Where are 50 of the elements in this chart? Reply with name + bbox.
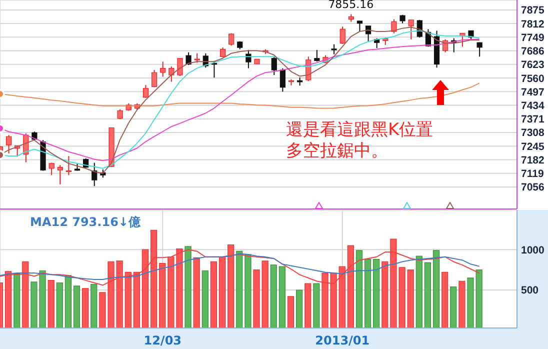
candlestick bbox=[177, 58, 183, 77]
line-series bbox=[0, 82, 480, 109]
y-tick-label: 7245 bbox=[521, 140, 545, 153]
y-tick-label: 7308 bbox=[521, 127, 545, 140]
candlestick bbox=[66, 156, 72, 176]
candlestick bbox=[246, 49, 252, 69]
y-tick-label: 7560 bbox=[521, 72, 545, 85]
candlestick bbox=[280, 68, 286, 92]
candlestick bbox=[228, 32, 234, 46]
candlestick bbox=[57, 164, 63, 185]
line-series bbox=[0, 253, 480, 280]
annotation: 多空拉鋸中。 bbox=[286, 141, 389, 162]
y-tick-label: 7371 bbox=[521, 114, 545, 126]
candlestick bbox=[314, 49, 320, 62]
annotation: 7855.16 bbox=[328, 0, 374, 12]
candlestick bbox=[92, 162, 98, 187]
y-tick-label: 500 bbox=[521, 284, 539, 297]
candlestick bbox=[194, 52, 200, 64]
y-tick-label: 7749 bbox=[521, 32, 545, 44]
candlestick bbox=[151, 70, 158, 88]
y-tick-label: 7434 bbox=[521, 100, 545, 112]
y-tick-label: 7875 bbox=[521, 4, 545, 17]
candlestick bbox=[186, 52, 192, 66]
candlestick bbox=[356, 20, 363, 32]
line-series bbox=[0, 249, 480, 286]
candlestick bbox=[168, 66, 174, 82]
y-tick-label: 7182 bbox=[521, 154, 545, 166]
candlestick bbox=[476, 42, 482, 58]
x-tick-label: 12/03 bbox=[144, 334, 182, 348]
candlestick bbox=[48, 162, 54, 176]
candlestick bbox=[365, 25, 372, 42]
candlestick bbox=[331, 44, 337, 55]
y-tick-label: 7119 bbox=[521, 168, 544, 180]
y-tick-label: 7497 bbox=[521, 86, 545, 98]
y-tick-label: 7623 bbox=[521, 59, 545, 72]
candlestick bbox=[220, 47, 226, 58]
candlestick bbox=[391, 18, 397, 34]
annotation: 還是看這跟黑K位置 bbox=[286, 120, 434, 141]
candlestick bbox=[271, 56, 277, 76]
candlestick bbox=[340, 26, 346, 44]
candlestick bbox=[142, 84, 149, 98]
y-tick-label: 7056 bbox=[521, 182, 545, 194]
candlestick bbox=[6, 134, 12, 154]
candlestick bbox=[160, 61, 166, 78]
candlestick bbox=[408, 19, 414, 40]
y-tick-label: 1000 bbox=[521, 244, 545, 256]
y-tick-label: 7686 bbox=[521, 46, 545, 58]
y-tick-label: 7812 bbox=[521, 18, 545, 30]
x-tick-label: 2013/01 bbox=[315, 334, 370, 348]
text: MA12 793.16↓億 bbox=[30, 215, 140, 229]
